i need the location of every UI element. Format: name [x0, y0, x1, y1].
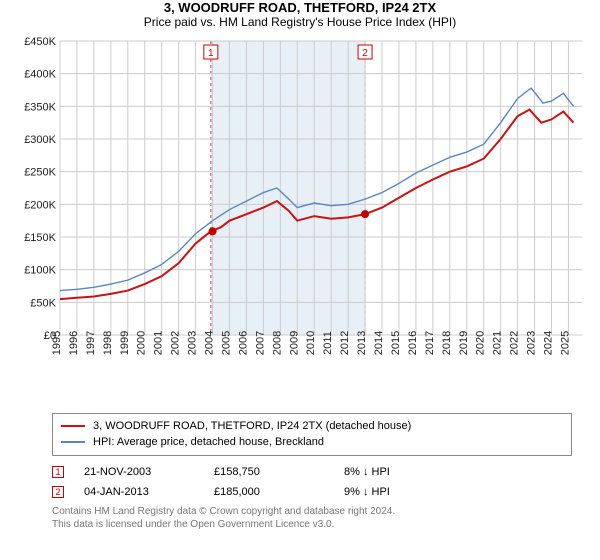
- legend-item: 3, WOODRUFF ROAD, THETFORD, IP24 2TX (de…: [61, 418, 563, 434]
- x-tick-label: 2023: [526, 331, 538, 355]
- x-tick-label: 2012: [339, 331, 351, 355]
- y-tick-label: £250K: [24, 167, 56, 179]
- x-tick-label: 2013: [356, 331, 368, 355]
- x-tick-label: 2025: [559, 331, 571, 355]
- x-tick-label: 1999: [119, 331, 131, 355]
- x-tick-label: 2001: [153, 331, 165, 355]
- x-tick-label: 2016: [407, 331, 419, 355]
- x-tick-label: 2024: [542, 331, 554, 355]
- footer-line: This data is licensed under the Open Gov…: [52, 519, 572, 532]
- line-chart: £0£50K£100K£150K£200K£250K£300K£350K£400…: [10, 35, 590, 405]
- x-tick-label: 2020: [475, 331, 487, 355]
- sale-marker-label: 2: [362, 48, 368, 59]
- x-tick-label: 2022: [509, 331, 521, 355]
- event-row: 2 04-JAN-2013 £185,000 9% ↓ HPI: [52, 482, 572, 502]
- legend-item: HPI: Average price, detached house, Brec…: [61, 434, 563, 450]
- x-tick-label: 2000: [136, 331, 148, 355]
- x-tick-label: 2010: [305, 331, 317, 355]
- y-tick-label: £450K: [24, 36, 56, 48]
- sale-marker-label: 1: [208, 48, 214, 59]
- legend-label: 3, WOODRUFF ROAD, THETFORD, IP24 2TX (de…: [93, 420, 411, 432]
- legend-label: HPI: Average price, detached house, Brec…: [93, 436, 324, 448]
- sale-marker-dot: [361, 210, 369, 218]
- y-tick-label: £300K: [24, 134, 56, 146]
- sale-period-band: [211, 41, 365, 335]
- x-tick-label: 2011: [322, 331, 334, 355]
- events-table: 1 21-NOV-2003 £158,750 8% ↓ HPI 2 04-JAN…: [52, 462, 572, 502]
- chart-area: £0£50K£100K£150K£200K£250K£300K£350K£400…: [10, 35, 590, 405]
- event-price: £185,000: [214, 486, 324, 498]
- footer-attribution: Contains HM Land Registry data © Crown c…: [52, 506, 572, 531]
- event-date: 04-JAN-2013: [84, 486, 194, 498]
- x-tick-label: 2008: [271, 331, 283, 355]
- sale-marker-dot: [209, 227, 217, 235]
- event-delta: 8% ↓ HPI: [344, 466, 390, 478]
- x-tick-label: 2005: [220, 331, 232, 355]
- x-tick-label: 2009: [288, 331, 300, 355]
- legend-swatch: [61, 441, 85, 443]
- footer-line: Contains HM Land Registry data © Crown c…: [52, 506, 572, 519]
- event-marker-icon: 2: [52, 486, 64, 498]
- x-tick-label: 2006: [237, 331, 249, 355]
- legend-swatch: [61, 425, 85, 427]
- x-tick-label: 2021: [492, 331, 504, 355]
- event-marker-icon: 1: [52, 466, 64, 478]
- x-tick-label: 1998: [102, 331, 114, 355]
- x-tick-label: 2003: [187, 331, 199, 355]
- event-price: £158,750: [214, 466, 324, 478]
- y-tick-label: £150K: [24, 232, 56, 244]
- y-tick-label: £400K: [24, 69, 56, 81]
- y-tick-label: £50K: [30, 297, 56, 309]
- y-tick-label: £100K: [24, 265, 56, 277]
- event-delta: 9% ↓ HPI: [344, 486, 390, 498]
- chart-title: 3, WOODRUFF ROAD, THETFORD, IP24 2TX: [0, 0, 600, 15]
- y-tick-label: £200K: [24, 199, 56, 211]
- x-tick-label: 2019: [458, 331, 470, 355]
- legend-box: 3, WOODRUFF ROAD, THETFORD, IP24 2TX (de…: [52, 413, 572, 456]
- x-tick-label: 1995: [51, 331, 63, 355]
- x-tick-label: 1997: [85, 331, 97, 355]
- event-date: 21-NOV-2003: [84, 466, 194, 478]
- x-tick-label: 2002: [170, 331, 182, 355]
- x-tick-label: 2017: [424, 331, 436, 355]
- chart-subtitle: Price paid vs. HM Land Registry's House …: [0, 15, 600, 29]
- y-tick-label: £350K: [24, 101, 56, 113]
- x-tick-label: 2004: [204, 331, 216, 355]
- x-tick-label: 2014: [373, 331, 385, 355]
- x-tick-label: 2007: [254, 331, 266, 355]
- x-tick-label: 1996: [68, 331, 80, 355]
- event-row: 1 21-NOV-2003 £158,750 8% ↓ HPI: [52, 462, 572, 482]
- x-tick-label: 2018: [441, 331, 453, 355]
- x-tick-label: 2015: [390, 331, 402, 355]
